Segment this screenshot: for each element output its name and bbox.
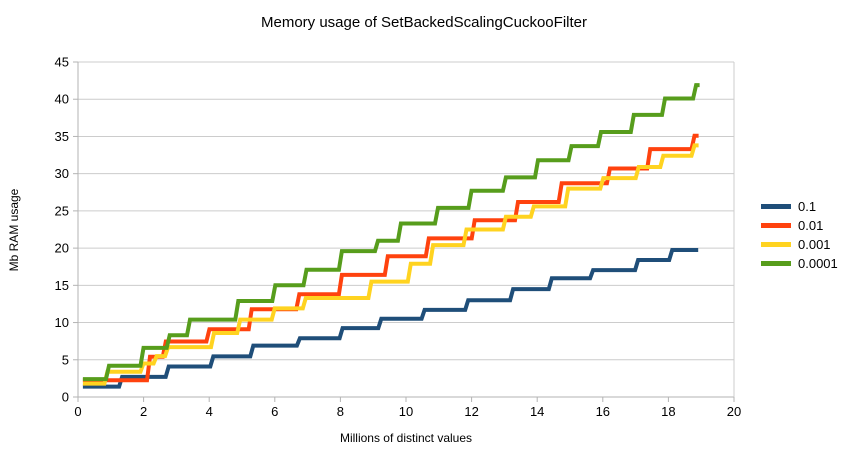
x-axis-title: Millions of distinct values — [339, 431, 473, 445]
y-tick-label: 20 — [55, 241, 69, 256]
y-tick-label: 40 — [55, 92, 69, 107]
legend-item: 0.0001 — [761, 254, 838, 273]
x-tick-label: 10 — [399, 404, 413, 419]
x-tick-label: 20 — [727, 404, 741, 419]
y-tick-label: 15 — [55, 278, 69, 293]
legend-swatch-0.01 — [761, 223, 791, 228]
y-tick-label: 25 — [55, 203, 69, 218]
x-tick-label: 16 — [596, 404, 610, 419]
y-tick-label: 30 — [55, 166, 69, 181]
legend-swatch-0.1 — [761, 204, 791, 209]
x-tick-label: 12 — [464, 404, 478, 419]
y-tick-label: 10 — [55, 315, 69, 330]
y-tick-label: 35 — [55, 129, 69, 144]
series-line-0.001 — [82, 143, 699, 386]
legend-item: 0.001 — [761, 235, 838, 254]
series-line-0.0001 — [82, 83, 700, 382]
legend: 0.1 0.01 0.001 0.0001 — [761, 197, 838, 273]
x-tick-label: 18 — [661, 404, 675, 419]
legend-label: 0.01 — [798, 218, 824, 233]
series-line-0.1 — [82, 248, 699, 389]
legend-swatch-0.001 — [761, 242, 791, 247]
x-tick-label: 4 — [206, 404, 213, 419]
chart-title: Memory usage of SetBackedScalingCuckooFi… — [261, 14, 587, 31]
x-tick-label: 8 — [337, 404, 344, 419]
x-tick-label: 0 — [74, 404, 81, 419]
legend-item: 0.1 — [761, 197, 838, 216]
y-tick-label: 45 — [55, 55, 69, 70]
x-tick-label: 6 — [271, 404, 278, 419]
x-tick-label: 2 — [140, 404, 147, 419]
y-tick-label: 5 — [62, 352, 69, 367]
legend-item: 0.01 — [761, 216, 838, 235]
series-line-0.01 — [82, 133, 699, 383]
y-axis-title: Mb RAM usage — [7, 188, 21, 272]
legend-label: 0.0001 — [798, 256, 838, 271]
y-tick-label: 0 — [62, 390, 69, 405]
x-tick-label: 14 — [530, 404, 544, 419]
legend-label: 0.001 — [798, 237, 831, 252]
legend-swatch-0.0001 — [761, 261, 791, 266]
legend-label: 0.1 — [798, 199, 817, 214]
